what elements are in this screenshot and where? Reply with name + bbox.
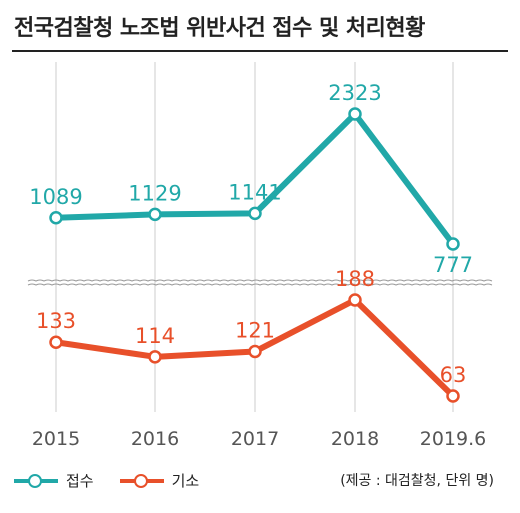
source-note: (제공 : 대검찰청, 단위 명) [340,473,494,489]
point-1-1 [148,350,162,364]
point-1-2 [248,344,262,359]
point-0-2 [248,206,262,221]
point-0-1 [148,207,162,222]
value-label-0-1: 1129 [128,181,181,205]
value-label-0-3: 2323 [328,81,381,105]
axis-break [27,279,493,286]
value-label-1-1: 114 [135,324,175,348]
point-1-4 [446,389,460,403]
point-0-0 [49,211,63,225]
x-tick-4: 2019.6 [420,428,486,450]
x-tick-labels: 2015 2016 2017 2018 2019.6 [32,428,486,450]
point-1-0 [49,335,63,349]
title-rule [12,50,508,52]
legend-swatch-prosecuted [119,473,164,488]
legend-swatch-received [14,473,58,488]
point-1-3 [348,293,362,307]
value-label-0-4: 777 [433,253,473,277]
chart-title: 전국검찰청 노조법 위반사건 접수 및 처리현황 [14,16,425,41]
value-label-1-4: 63 [440,363,467,387]
legend-item-prosecuted: 기소 [119,470,200,491]
value-label-1-2: 121 [235,318,275,342]
legend-label-prosecuted: 기소 [171,472,200,490]
legend-item-received: 접수 [14,470,94,491]
value-label-0-0: 1089 [29,185,82,209]
x-tick-1: 2016 [131,428,179,450]
value-label-1-3: 188 [335,267,375,291]
point-0-4 [446,237,460,251]
break-line-0 [27,279,493,282]
grid-lines [55,62,454,412]
point-0-3 [348,107,362,121]
legend: 접수 기소 [14,470,225,491]
data-labels: 1089 1129 1141 2323 777 133 114 121 188 63 [29,81,473,387]
x-tick-0: 2015 [32,428,80,450]
x-tick-3: 2018 [331,428,379,450]
data-points [49,107,460,403]
x-tick-2: 2017 [231,428,279,450]
value-label-1-0: 133 [36,309,76,333]
legend-label-received: 접수 [66,472,94,490]
break-line-1 [27,283,493,286]
value-label-0-2: 1141 [228,180,281,204]
